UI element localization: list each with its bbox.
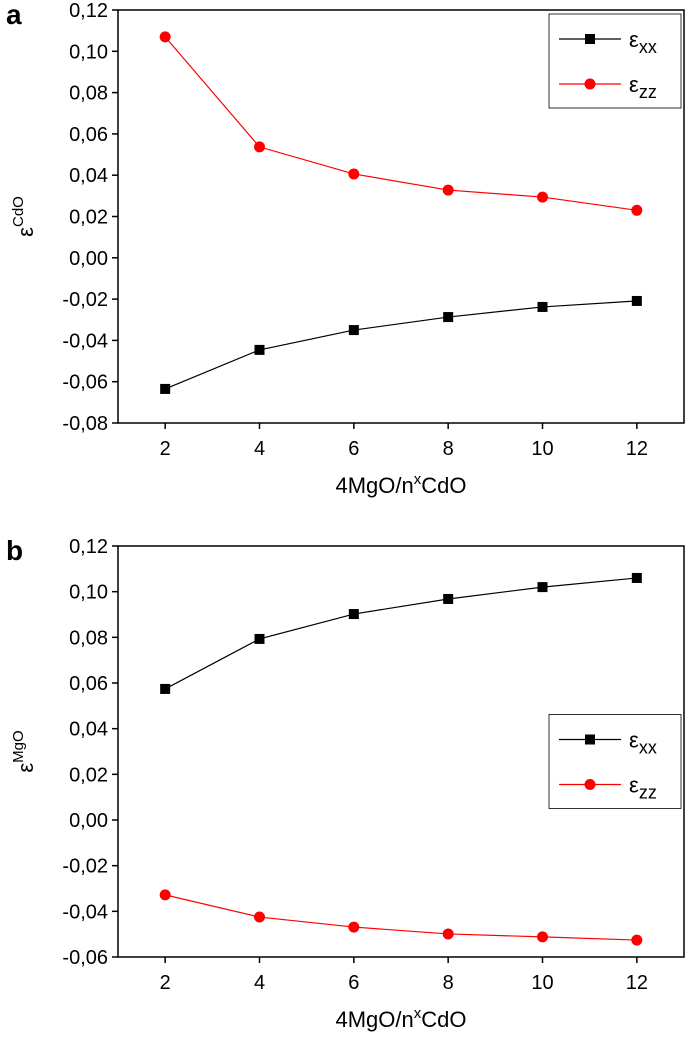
point <box>159 31 171 43</box>
point <box>631 204 643 216</box>
y-tick-label: -0,04 <box>62 901 108 923</box>
x-tick-label: 8 <box>443 438 454 460</box>
y-tick-label: -0,04 <box>62 330 108 352</box>
point <box>631 572 642 583</box>
y-tick-label: 0,00 <box>69 810 108 832</box>
legend-marker <box>585 34 595 44</box>
y-tick-label: -0,06 <box>62 372 108 394</box>
y-tick-label: -0,08 <box>62 413 108 435</box>
x-label-base: 4MgO/n <box>335 473 413 498</box>
point <box>631 934 643 946</box>
x-tick-label: 6 <box>348 438 359 460</box>
point <box>159 889 171 901</box>
x-tick-label: 6 <box>348 972 359 994</box>
legend-name: ε <box>629 728 639 753</box>
plot-frame <box>117 545 685 958</box>
y-label-sup: CdO <box>10 196 27 227</box>
x-label-rest: CdO <box>421 1007 466 1032</box>
point <box>254 141 265 153</box>
legend-label: εxx <box>629 27 657 57</box>
point <box>537 301 548 312</box>
x-tick-label: 10 <box>531 438 553 460</box>
point <box>348 609 359 620</box>
y-tick-label: 0,12 <box>69 0 108 22</box>
legend-name: ε <box>629 27 639 52</box>
y-tick-label: 0,12 <box>69 536 108 558</box>
y-tick-label: 0,10 <box>69 582 108 604</box>
point <box>443 312 454 323</box>
point <box>254 633 265 644</box>
point <box>254 344 265 355</box>
y-label-base: ε <box>13 227 38 237</box>
point <box>348 168 360 180</box>
y-label-base: ε <box>13 763 38 773</box>
x-axis-label: 4MgO/nxCdO <box>335 471 466 498</box>
x-tick-label: 2 <box>160 438 171 460</box>
x-label-sup: x <box>414 1005 422 1022</box>
legend-label: εzz <box>629 72 657 102</box>
point <box>348 921 360 933</box>
point <box>631 295 642 306</box>
x-tick-label: 4 <box>254 972 265 994</box>
legend-marker <box>584 779 596 790</box>
x-tick-label: 8 <box>443 972 454 994</box>
y-tick-label: 0,06 <box>69 124 108 146</box>
series-line <box>164 577 637 690</box>
legend-subscript: zz <box>639 82 657 102</box>
point <box>537 582 548 593</box>
legend-label: εzz <box>629 773 657 803</box>
point <box>537 931 548 943</box>
x-tick-label: 10 <box>531 972 553 994</box>
y-label-sup: MgO <box>10 730 27 763</box>
y-tick-label: 0,04 <box>69 165 108 187</box>
series-line <box>164 36 637 211</box>
y-tick-label: 0,00 <box>69 248 108 270</box>
y-tick-label: 0,08 <box>69 83 108 105</box>
legend-marker <box>585 734 595 745</box>
y-tick-label: 0,04 <box>69 719 108 741</box>
point <box>537 191 548 203</box>
y-tick-label: 0,08 <box>69 627 108 649</box>
x-tick-label: 12 <box>626 972 648 994</box>
point <box>160 683 171 694</box>
point <box>442 928 454 940</box>
y-tick-label: 0,06 <box>69 673 108 695</box>
legend-box <box>548 714 682 809</box>
x-axis-label: 4MgO/nxCdO <box>335 1005 466 1032</box>
y-axis-label: εMgO <box>10 730 38 772</box>
y-tick-label: 0,02 <box>69 207 108 229</box>
point <box>443 593 454 604</box>
y-tick-label: 0,10 <box>69 41 108 63</box>
legend-box <box>548 13 682 109</box>
legend-marker <box>584 78 596 90</box>
x-label-rest: CdO <box>421 473 466 498</box>
legend-name: ε <box>629 773 639 798</box>
x-label-sup: x <box>414 471 422 488</box>
y-tick-label: 0,02 <box>69 764 108 786</box>
legend-subscript: zz <box>639 783 657 803</box>
x-tick-label: 2 <box>160 972 171 994</box>
legend-label: εxx <box>629 728 657 758</box>
y-tick-label: -0,02 <box>62 856 108 878</box>
legend-subscript: xx <box>639 37 657 57</box>
panel-label: a <box>6 0 22 30</box>
series-line <box>165 894 637 941</box>
x-tick-label: 12 <box>626 438 648 460</box>
legend-name: ε <box>629 72 639 97</box>
point <box>442 184 454 196</box>
x-label-base: 4MgO/n <box>335 1007 413 1032</box>
point <box>348 325 359 336</box>
point <box>254 911 265 923</box>
panel-label: b <box>6 535 23 566</box>
legend-subscript: xx <box>639 738 657 758</box>
y-tick-label: -0,06 <box>62 947 108 969</box>
point <box>160 383 171 394</box>
y-axis-label: εCdO <box>10 196 38 237</box>
x-tick-label: 4 <box>254 438 265 460</box>
y-tick-label: -0,02 <box>62 289 108 311</box>
series-line <box>164 300 637 390</box>
